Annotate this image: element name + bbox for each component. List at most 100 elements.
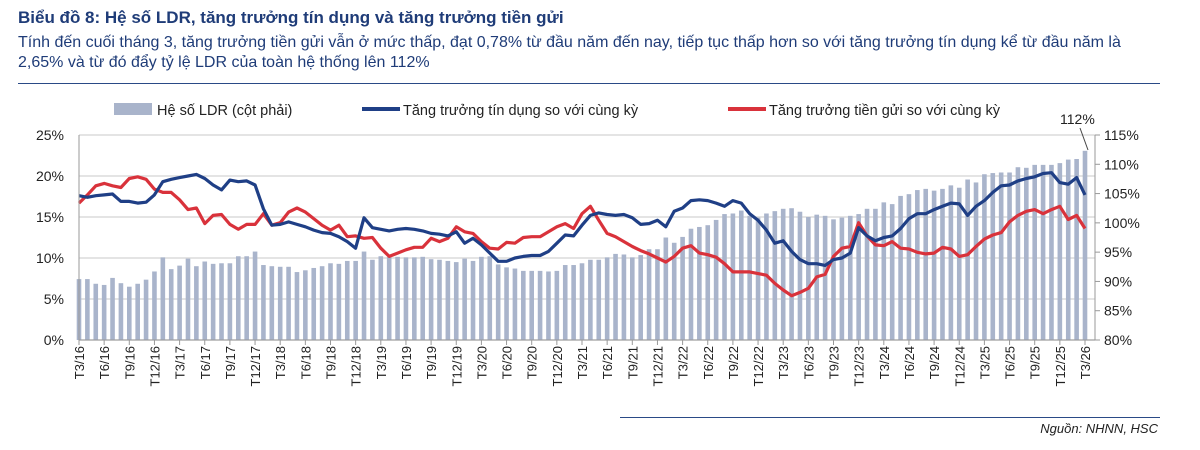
legend-label-deposit: Tăng trưởng tiền gửi so với cùng kỳ [769,103,1001,119]
chart-title: Biểu đồ 8: Hệ số LDR, tăng trưởng tín dụ… [18,8,564,27]
x-tick-label: T12/21 [650,346,665,386]
x-tick-label: T9/20 [525,346,540,379]
ldr-bar [395,256,400,340]
ldr-bar [252,251,258,340]
ldr-bar [428,259,434,340]
ldr-bar [546,271,551,340]
footer-divider [620,417,1160,418]
x-tick-label: T6/24 [902,346,917,379]
y-right-tick-label: 90% [1104,273,1132,289]
ldr-bar [403,257,409,340]
ldr-bar [202,261,208,340]
x-tick-label: T6/23 [801,346,816,379]
ldr-bar [1049,164,1054,340]
ldr-bar [621,254,627,340]
ldr-bar [638,255,643,340]
ldr-bar [370,259,375,340]
y-left-tick-label: 0% [44,332,64,348]
ldr-bar [521,270,526,340]
chart-subtitle: Tính đến cuối tháng 3, tăng trưởng tiền … [18,34,1121,71]
ldr-bar [286,266,291,340]
x-tick-label: T9/18 [324,346,339,379]
ldr-bar [1074,159,1079,340]
ldr-bar [177,265,182,340]
ldr-bar [831,219,836,340]
axes: 0% 5% 10% 15% 20% 25% 80% 85% 90% 95% 100% 105% 110%… [36,127,1140,386]
ldr-bar [412,257,417,340]
x-tick-label: T12/16 [147,346,162,386]
ldr-bar [344,260,350,340]
ldr-bar [680,236,685,340]
ldr-bar [671,242,677,340]
ldr-bar [235,256,241,340]
y-left-tick-label: 20% [36,168,64,184]
ldr-bar [294,272,300,340]
source-note: Nguồn: NHNN, HSC [1040,421,1158,436]
ldr-bar [512,268,518,340]
x-tick-label: T6/16 [97,346,112,379]
ldr-bar [588,259,593,340]
ldr-bar [596,259,602,340]
ldr-bar [160,257,166,340]
ldr-bar [956,187,962,340]
ldr-bar [127,286,132,340]
x-tick-label: T3/23 [776,346,791,379]
x-tick-label: T12/24 [952,346,967,386]
ldr-bar [319,266,325,340]
y-right-tick-label: 80% [1104,332,1132,348]
ldr-bar [663,237,669,340]
x-tick-label: T3/18 [273,346,288,379]
ldr-bar [194,266,199,340]
x-tick-label: T12/19 [449,346,464,386]
ldr-bar [261,265,266,340]
ldr-bar [537,270,543,340]
ldr-bar [655,249,660,340]
ldr-bar [881,202,887,340]
ldr-bar [487,256,493,340]
ldr-bar [688,228,694,340]
ldr-bar [906,194,912,340]
ldr-bar [219,263,224,340]
credit-growth-line [78,171,1087,267]
ldr-bar [185,258,191,340]
x-tick-label: T6/18 [298,346,313,379]
ldr-bar [1057,163,1063,340]
ldr-bar [915,190,920,340]
ldr-bar [839,217,845,340]
y-right-tick-label: 115% [1104,127,1139,143]
x-tick-label: T3/21 [575,346,590,379]
ldr-bar [386,256,392,340]
ldr-bar [152,271,157,340]
ldr-bar [948,185,954,340]
x-tick-label: T3/16 [72,346,87,379]
x-tick-label: T12/23 [852,346,867,386]
ldr-bar [990,173,996,340]
ldr-bar [856,214,861,340]
ldr-bar [143,279,149,340]
ldr-bar [889,204,895,340]
ldr-bar [772,211,778,340]
ldr-bar [529,270,534,340]
ldr-bar [110,277,115,340]
legend-swatch-ldr [114,103,152,115]
x-tick-label: T12/25 [1053,346,1068,386]
x-tick-label: T9/25 [1028,346,1043,379]
x-tick-label: T12/18 [349,346,364,386]
ldr-bar [755,217,761,340]
y-right-tick-label: 100% [1104,215,1140,231]
ldr-bar [806,217,811,340]
x-tick-label: T3/19 [374,346,389,379]
ldr-bar [495,264,501,340]
ldr-bar [504,267,509,340]
ldr-bar [554,270,560,340]
x-tick-label: T3/17 [173,346,188,379]
ldr-bar [630,257,635,340]
ldr-bar [982,174,987,340]
x-tick-label: T9/17 [223,346,238,379]
ldr-bar [311,267,317,340]
ldr-bar [1015,167,1021,340]
ldr-bar [747,215,752,340]
ldr-bar [579,263,585,340]
ldr-bar [1065,159,1071,340]
x-tick-label: T6/22 [701,346,716,379]
